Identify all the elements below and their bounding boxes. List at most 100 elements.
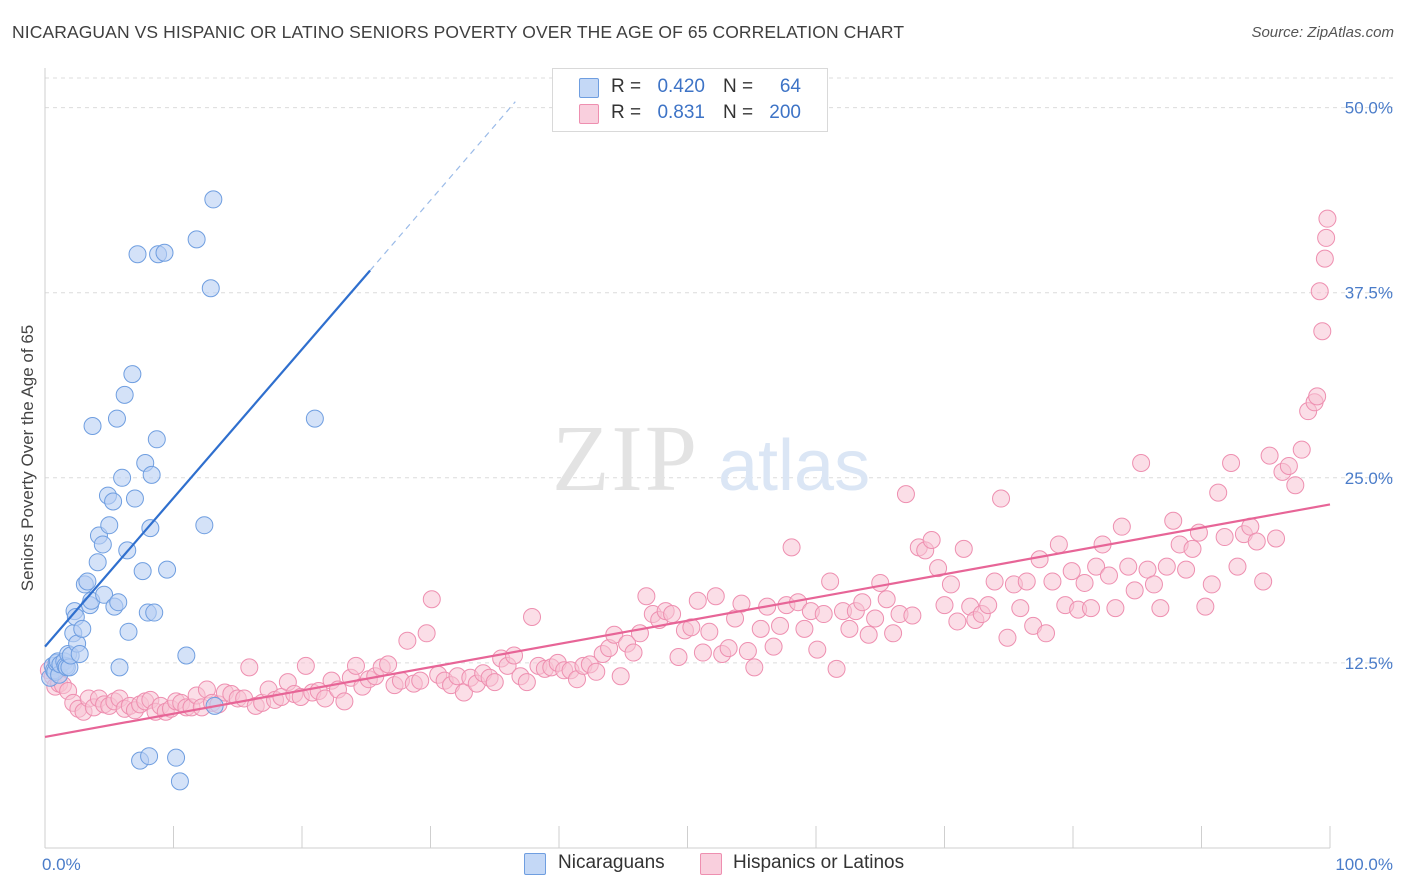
nicaraguan-point	[109, 593, 128, 612]
hispanic-point	[954, 539, 973, 558]
legend-n-value: 64	[779, 76, 801, 97]
x-tick-label-max: 100.0%	[1335, 855, 1393, 874]
hispanic-point	[795, 619, 814, 638]
nicaraguan-point	[140, 747, 159, 766]
nicaraguan-point	[83, 416, 102, 435]
hispanic-point	[998, 628, 1017, 647]
nicaraguan-point	[155, 243, 174, 262]
hispanic-point	[693, 643, 712, 662]
hispanic-point	[1075, 573, 1094, 592]
hispanic-point	[1247, 532, 1266, 551]
legend-r-value: 0.831	[657, 102, 705, 123]
series-label-hispanics: Hispanics or Latinos	[733, 852, 905, 873]
nicaraguan-point	[110, 658, 129, 677]
nicaraguan-point	[70, 645, 89, 664]
y-tick-label: 12.5%	[1345, 654, 1393, 673]
hispanic-point	[1049, 535, 1068, 554]
hispanic-point	[821, 572, 840, 591]
hispanic-point	[1292, 440, 1311, 459]
nicaraguan-point	[100, 516, 119, 535]
hispanic-point	[505, 646, 524, 665]
nicaraguan-point	[115, 385, 134, 404]
hispanic-point	[611, 667, 630, 686]
nicaraguan-point	[204, 190, 223, 209]
hispanic-point	[1317, 228, 1336, 247]
trend-lines	[44, 101, 1331, 739]
hispanic-point	[1099, 566, 1118, 585]
hispanic-point	[1081, 599, 1100, 618]
hispanic-point	[814, 605, 833, 624]
watermark-atlas: atlas	[718, 426, 870, 506]
hispanic-point	[941, 575, 960, 594]
hispanic-point	[1011, 599, 1030, 618]
hispanic-point	[1318, 209, 1337, 228]
x-tick-label-min: 0.0%	[42, 855, 81, 874]
hispanic-point	[827, 659, 846, 678]
hispanic-point	[1310, 282, 1329, 301]
hispanic-point	[929, 559, 948, 578]
hispanic-point	[417, 624, 436, 643]
hispanic-point	[719, 639, 738, 658]
hispanic-point	[1209, 483, 1228, 502]
source-label: Source: ZipAtlas.com	[1251, 24, 1394, 41]
hispanic-point	[745, 658, 764, 677]
hispanic-point	[379, 655, 398, 674]
hispanic-point	[866, 609, 885, 628]
hispanic-point	[485, 673, 504, 692]
legend-n-value: 200	[769, 102, 801, 123]
hispanic-point	[1228, 557, 1247, 576]
hispanic-point	[1062, 562, 1081, 581]
hispanic-point	[296, 656, 315, 675]
hispanic-point	[1132, 454, 1151, 472]
nicaraguan-point	[78, 572, 97, 591]
hispanic-point	[316, 689, 335, 708]
nicaraguan-point	[93, 535, 112, 554]
nicaraguan-point	[133, 562, 152, 581]
hispanic-point	[808, 640, 827, 659]
hispanic-point	[1017, 572, 1036, 591]
hispanic-point	[935, 596, 954, 615]
hispanic-point	[240, 658, 259, 677]
hispanic-point	[1119, 557, 1138, 576]
hispanic-point	[1157, 557, 1176, 576]
hispanic-point	[346, 656, 365, 675]
hispanic-point	[1106, 599, 1125, 618]
hispanic-point	[738, 642, 757, 661]
hispanic-point	[1037, 624, 1056, 643]
hispanic-point	[1144, 575, 1163, 594]
legend-swatch-blue	[579, 78, 599, 98]
nicaraguan-point	[177, 646, 196, 665]
hispanic-point	[884, 624, 903, 643]
hispanic-point	[764, 637, 783, 656]
hispanic-point	[1279, 456, 1298, 475]
hispanic-point	[669, 647, 688, 666]
hispanic-point	[726, 609, 745, 628]
hispanic-point	[985, 572, 1004, 591]
hispanic-point	[422, 590, 441, 609]
nicaraguan-point	[201, 279, 220, 298]
hispanic-point	[1087, 557, 1106, 576]
chart-title: NICARAGUAN VS HISPANIC OR LATINO SENIORS…	[12, 22, 905, 42]
hispanic-point	[903, 606, 922, 625]
hispanic-point	[896, 485, 915, 504]
hispanic-point	[398, 631, 417, 650]
nicaraguan-point	[187, 230, 206, 249]
hispanic-point	[948, 612, 967, 631]
legend-n-label: N =	[723, 102, 754, 123]
hispanic-point	[840, 619, 859, 638]
nicaraguan-point	[167, 748, 186, 767]
nicaraguan-point	[147, 430, 166, 449]
hispanic-point	[663, 605, 682, 624]
watermark-zip: ZIP	[552, 407, 699, 511]
nicaraguan-point	[141, 519, 160, 538]
nicaraguan-point	[305, 409, 324, 428]
legend-r-label: R =	[611, 76, 642, 97]
nicaraguan-point	[128, 245, 147, 264]
hispanic-point	[1202, 575, 1221, 594]
axes	[44, 68, 1331, 849]
hispanic-point	[782, 538, 801, 557]
nicaraguan-point	[119, 622, 138, 641]
series-label-nicaraguans: Nicaraguans	[558, 852, 665, 873]
nicaraguan-point	[142, 465, 161, 484]
